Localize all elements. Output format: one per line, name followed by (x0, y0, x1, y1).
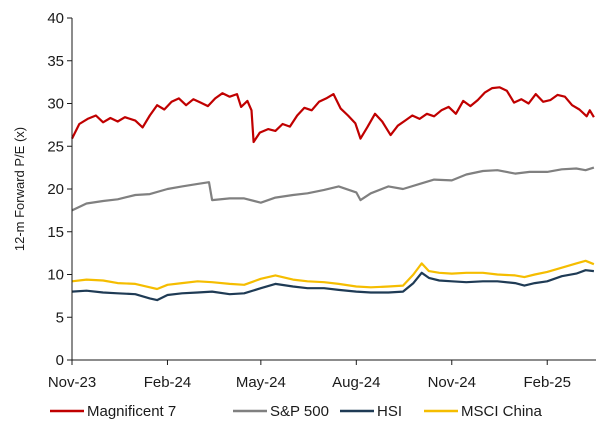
series-lines (71, 86, 595, 302)
y-axis-title: 12-m Forward P/E (x) (12, 127, 27, 251)
y-tick-label: 15 (47, 224, 64, 241)
legend-item: S&P 500 (233, 403, 329, 420)
legend-label: Magnificent 7 (87, 403, 176, 420)
y-tick-label: 30 (47, 96, 64, 113)
legend-item: MSCI China (424, 403, 543, 420)
y-tick-label: 0 (56, 352, 64, 369)
legend-item: Magnificent 7 (50, 403, 176, 420)
y-tick-label: 35 (47, 53, 64, 70)
y-tick-label: 25 (47, 138, 64, 155)
x-tick-label: Feb-24 (144, 374, 192, 391)
y-tick-label: 10 (47, 267, 64, 284)
series-line-hsi (71, 269, 595, 302)
series-line-msci-china (71, 259, 595, 291)
series-line-s-p-500 (71, 166, 595, 212)
series-line-magnificent-7 (71, 86, 595, 144)
legend: Magnificent 7 S&P 500 HSI MSCI China (50, 403, 543, 420)
x-axis-ticks: Nov-23 Feb-24 May-24 Aug-24 Nov-24 Feb-25 (48, 360, 571, 391)
legend-label: S&P 500 (270, 403, 329, 420)
y-axis-ticks: 0 5 10 15 20 25 30 35 40 (47, 10, 72, 369)
y-tick-label: 40 (47, 10, 64, 27)
x-tick-label: Feb-25 (523, 374, 571, 391)
legend-label: MSCI China (461, 403, 543, 420)
y-tick-label: 5 (56, 309, 64, 326)
y-tick-label: 20 (47, 181, 64, 198)
x-tick-label: Aug-24 (332, 374, 380, 391)
x-tick-label: Nov-23 (48, 374, 96, 391)
legend-item: HSI (340, 403, 402, 420)
x-tick-label: Nov-24 (428, 374, 476, 391)
legend-label: HSI (377, 403, 402, 420)
x-tick-label: May-24 (236, 374, 286, 391)
